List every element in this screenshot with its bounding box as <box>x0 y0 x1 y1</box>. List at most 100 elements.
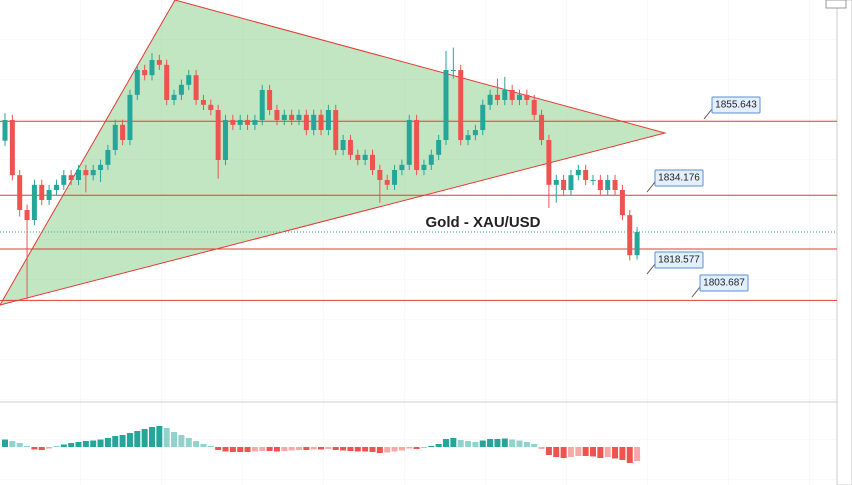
histogram-bar <box>590 447 596 457</box>
level-label-box <box>654 251 704 269</box>
candle-body <box>531 100 537 115</box>
histogram-bar <box>273 447 280 452</box>
candle-body <box>377 170 383 180</box>
level-label: 1855.643 <box>715 100 757 111</box>
candle-body <box>267 90 273 110</box>
histogram-bar <box>156 426 163 447</box>
candle-body <box>355 154 361 160</box>
histogram-bar <box>104 438 111 447</box>
candle-body <box>318 114 324 130</box>
candle-body <box>112 124 118 150</box>
price-axis <box>836 0 852 485</box>
marks: 1855.643 1834.176 1818.577 1803.687 <box>0 47 837 463</box>
candle-body <box>252 120 258 125</box>
histogram-bar <box>604 447 611 457</box>
candle-body <box>274 110 280 120</box>
histogram-bar <box>90 440 97 447</box>
histogram-bar <box>215 447 222 450</box>
histogram-bar <box>222 447 229 452</box>
histogram-bar <box>2 439 8 447</box>
candle-body <box>546 140 552 185</box>
histogram-bar <box>626 447 633 463</box>
histogram-bar <box>134 431 141 447</box>
candle-body <box>414 120 420 170</box>
level-label-leader <box>646 263 656 275</box>
histogram-bar <box>171 432 178 447</box>
histogram-bar <box>75 442 82 447</box>
candle-body <box>281 114 287 120</box>
candle-body <box>509 90 515 100</box>
histogram-bar <box>479 440 486 447</box>
histogram-bar <box>398 447 405 451</box>
histogram-bar <box>435 444 442 447</box>
candle-body <box>472 130 478 136</box>
candle-body <box>259 90 265 120</box>
candle-body <box>230 120 236 125</box>
candle-body <box>399 164 405 170</box>
histogram-bar <box>560 447 567 458</box>
histogram-bar <box>420 447 427 448</box>
candle-body <box>134 70 140 95</box>
candle-body <box>627 215 633 256</box>
candle-body <box>362 154 368 160</box>
candle-body <box>502 90 508 100</box>
candle-body <box>2 120 8 141</box>
histogram-bar <box>303 447 310 450</box>
candle-body <box>76 170 81 180</box>
histogram-bar <box>163 428 170 447</box>
candle-body <box>127 94 133 140</box>
histogram-bar <box>538 447 545 449</box>
candle-body <box>39 184 45 200</box>
histogram-bar <box>288 447 295 451</box>
histogram-bar <box>428 446 435 447</box>
candle-body <box>561 180 567 190</box>
histogram-bar <box>494 439 501 447</box>
histogram-bar <box>340 447 347 451</box>
candle-body <box>237 120 243 125</box>
histogram-bar <box>149 427 155 447</box>
candle-body <box>517 94 522 100</box>
histogram-bar <box>354 447 361 452</box>
candle-body <box>325 110 331 130</box>
histogram-bar <box>207 446 214 447</box>
candle-body <box>90 170 96 176</box>
candle-body <box>465 135 471 140</box>
histogram-bar <box>567 447 574 457</box>
candle-body <box>524 94 530 100</box>
histogram-bar <box>472 442 479 447</box>
candle-body <box>200 100 206 105</box>
candle-body <box>178 84 184 95</box>
candle-body <box>568 175 574 190</box>
histogram-bar <box>126 433 133 447</box>
candle-body <box>223 120 228 160</box>
histogram-bar <box>310 447 317 450</box>
candle-body <box>370 154 375 170</box>
histogram-bar <box>31 447 38 450</box>
candle-body <box>487 94 493 105</box>
histogram-bar <box>413 447 420 449</box>
histogram-bar <box>60 444 67 447</box>
histogram-bar <box>465 441 472 447</box>
candle-body <box>164 64 170 100</box>
candle-body <box>186 75 192 85</box>
histogram-bar <box>24 446 31 447</box>
candle-body <box>53 184 59 190</box>
histogram-bar <box>501 438 508 447</box>
histogram-bar <box>443 439 449 447</box>
candle-body <box>384 180 390 185</box>
histogram-bar <box>634 447 641 461</box>
candle-body <box>245 120 251 125</box>
histogram-bar <box>112 436 119 447</box>
candle-body <box>83 170 89 176</box>
candle-body <box>347 140 353 155</box>
level-label: 1834.176 <box>658 173 700 184</box>
zoom-button[interactable] <box>825 0 847 9</box>
histogram-bar <box>68 443 75 447</box>
histogram-bar <box>509 439 516 447</box>
histogram-bar <box>185 438 192 447</box>
candle-body <box>480 104 486 130</box>
candle-body <box>120 124 126 140</box>
candle-body <box>208 104 214 110</box>
histogram-bar <box>362 447 369 452</box>
candle-body <box>105 150 111 165</box>
